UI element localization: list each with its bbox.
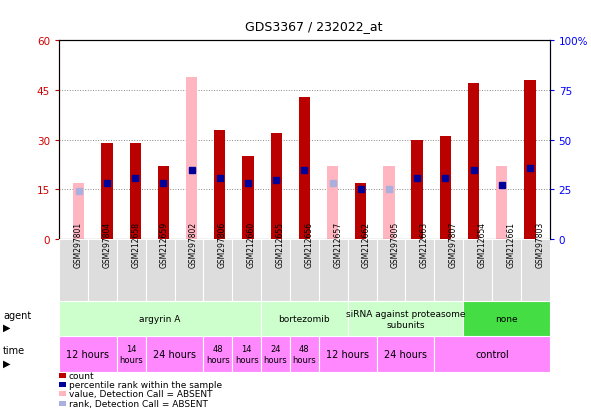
Bar (174, 240, 203, 301)
Bar (290, 337, 319, 372)
Bar (492, 240, 521, 301)
Bar (102, 144, 113, 240)
Bar (319, 240, 348, 301)
Bar (298, 97, 310, 240)
Bar (145, 337, 203, 372)
Bar (203, 337, 232, 372)
Bar (261, 240, 290, 301)
Bar (440, 137, 451, 240)
Bar (496, 167, 507, 240)
Bar (203, 240, 232, 301)
Text: GSM212659: GSM212659 (160, 221, 169, 268)
Bar (59, 240, 88, 301)
Text: GSM212662: GSM212662 (362, 221, 371, 268)
Bar (290, 240, 319, 301)
Text: count: count (69, 371, 94, 380)
Bar (261, 301, 348, 337)
Text: GSM297807: GSM297807 (449, 221, 457, 268)
Text: value, Detection Call = ABSENT: value, Detection Call = ABSENT (69, 389, 212, 399)
Text: argyrin A: argyrin A (139, 315, 181, 323)
Bar (117, 337, 145, 372)
Bar (186, 78, 197, 240)
Text: percentile rank within the sample: percentile rank within the sample (69, 380, 222, 389)
Text: siRNA against proteasome
subunits: siRNA against proteasome subunits (346, 309, 465, 329)
Text: GSM212663: GSM212663 (420, 221, 429, 268)
Bar (232, 337, 261, 372)
Text: control: control (475, 349, 509, 359)
Text: GSM212656: GSM212656 (304, 221, 313, 268)
Bar (261, 337, 290, 372)
Bar (73, 183, 85, 240)
Text: GSM297801: GSM297801 (73, 221, 83, 268)
Text: GSM212660: GSM212660 (246, 221, 256, 268)
Text: ▶: ▶ (3, 357, 11, 368)
Bar (232, 240, 261, 301)
Bar (129, 144, 141, 240)
Bar (145, 240, 174, 301)
Bar (376, 337, 434, 372)
Bar (88, 240, 117, 301)
Text: none: none (495, 315, 518, 323)
Text: GDS3367 / 232022_at: GDS3367 / 232022_at (245, 20, 383, 33)
Bar (384, 167, 395, 240)
Text: 14
hours: 14 hours (119, 344, 143, 364)
Bar (376, 240, 405, 301)
Text: GSM297805: GSM297805 (391, 221, 400, 268)
Bar (271, 134, 282, 240)
Text: GSM297803: GSM297803 (535, 221, 544, 268)
Bar (463, 240, 492, 301)
Text: rank, Detection Call = ABSENT: rank, Detection Call = ABSENT (69, 399, 207, 408)
Text: 24 hours: 24 hours (153, 349, 196, 359)
Bar (158, 167, 169, 240)
Text: GSM297806: GSM297806 (218, 221, 227, 268)
Text: bortezomib: bortezomib (278, 315, 330, 323)
Text: 14
hours: 14 hours (235, 344, 258, 364)
Text: 48
hours: 48 hours (293, 344, 316, 364)
Text: 12 hours: 12 hours (326, 349, 369, 359)
Text: GSM212655: GSM212655 (275, 221, 284, 268)
Bar (327, 167, 338, 240)
Bar (59, 337, 117, 372)
Bar (214, 131, 225, 240)
Text: 12 hours: 12 hours (66, 349, 109, 359)
Text: 48
hours: 48 hours (206, 344, 230, 364)
Text: GSM212654: GSM212654 (478, 221, 486, 268)
Bar (117, 240, 145, 301)
Bar (59, 301, 261, 337)
Bar (319, 337, 376, 372)
Text: time: time (3, 345, 25, 355)
Text: GSM212661: GSM212661 (506, 221, 515, 268)
Bar (468, 84, 479, 240)
Bar (434, 337, 550, 372)
Text: GSM297804: GSM297804 (102, 221, 111, 268)
Bar (348, 240, 376, 301)
Bar (463, 301, 550, 337)
Bar (355, 183, 366, 240)
Bar (434, 240, 463, 301)
Bar (242, 157, 254, 240)
Text: agent: agent (3, 310, 31, 320)
Bar (348, 301, 463, 337)
Bar (521, 240, 550, 301)
Bar (411, 140, 423, 240)
Bar (405, 240, 434, 301)
Text: 24
hours: 24 hours (264, 344, 287, 364)
Text: ▶: ▶ (3, 322, 11, 332)
Text: GSM212658: GSM212658 (131, 221, 140, 268)
Text: GSM212657: GSM212657 (333, 221, 342, 268)
Text: 24 hours: 24 hours (384, 349, 427, 359)
Bar (524, 81, 535, 240)
Text: GSM297802: GSM297802 (189, 221, 198, 268)
